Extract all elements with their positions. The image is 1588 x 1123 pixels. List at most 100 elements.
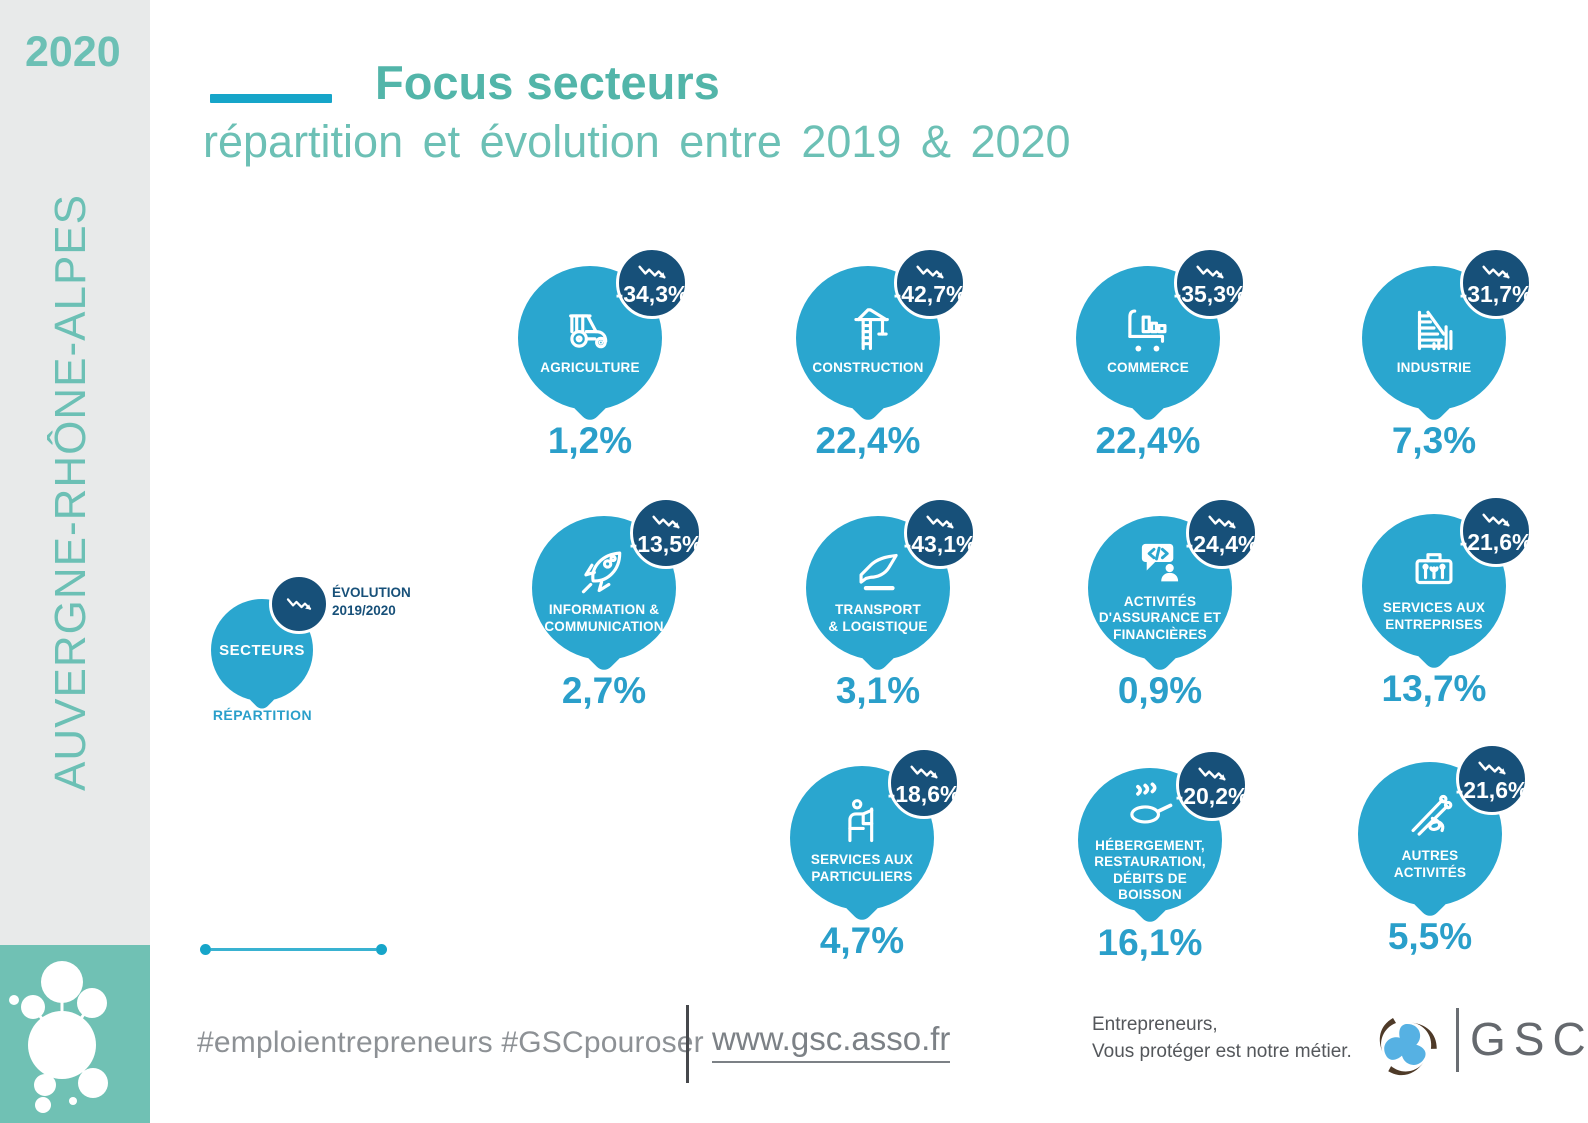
- repartition-value: 7,3%: [1391, 420, 1477, 461]
- sector-information-communication: INFORMATION & COMMUNICATION -13,5% 2,7%: [504, 460, 704, 725]
- toolbox-icon: [1405, 539, 1463, 597]
- airplane-icon: [849, 541, 907, 599]
- trend-down-icon: [286, 597, 312, 610]
- repartition-value: 22,4%: [1095, 420, 1201, 461]
- line-dot-right: [376, 943, 387, 955]
- sector-label: HÉBERGEMENT, RESTAURATION, DÉBITS DE BOI…: [1094, 838, 1206, 902]
- trend-down-icon: [1208, 515, 1236, 528]
- legend-evolution-label: ÉVOLUTION 2019/2020: [332, 585, 411, 619]
- page-subtitle: répartition et évolution entre 2019 & 20…: [203, 116, 1071, 167]
- evolution-badge: -21,6%: [1460, 495, 1532, 567]
- line-dot-left: [200, 943, 211, 955]
- sidebar: [0, 0, 150, 945]
- sector-label: INFORMATION & COMMUNICATION: [544, 602, 664, 634]
- evolution-badge: -20,2%: [1176, 749, 1248, 821]
- sector-label: SERVICES AUX PARTICULIERS: [810, 852, 914, 884]
- gsc-logo-text: GSC: [1470, 1013, 1588, 1065]
- footer-divider: [686, 1005, 689, 1083]
- page-title: Focus secteurs: [375, 56, 720, 109]
- trend-down-icon: [910, 765, 938, 778]
- evolution-value: -21,6%: [1459, 528, 1533, 555]
- sector-commerce: COMMERCE -35,3% 22,4%: [1048, 210, 1248, 475]
- repartition-value: 22,4%: [815, 420, 921, 461]
- trend-down-icon: [1478, 761, 1506, 774]
- legend-evolution-badge: [269, 574, 329, 634]
- hairdresser-icon: [833, 791, 891, 849]
- brand-square: [0, 945, 150, 1123]
- trend-down-icon: [638, 265, 666, 278]
- tagline-line1: Entrepreneurs,: [1092, 1014, 1218, 1035]
- needle-thread-icon: [1401, 787, 1459, 845]
- trend-down-icon: [652, 515, 680, 528]
- region-label: AUVERGNE-RHÔNE-ALPES: [46, 193, 95, 791]
- sector-services-entreprises: SERVICES AUX ENTREPRISES -21,6% 13,7%: [1334, 458, 1534, 723]
- evolution-badge: -21,6%: [1456, 743, 1528, 815]
- evolution-badge: -13,5%: [630, 497, 702, 569]
- sector-agriculture: AGRICULTURE -34,3% 1,2%: [490, 210, 690, 475]
- evolution-badge: -24,4%: [1186, 497, 1258, 569]
- evolution-badge: -42,7%: [894, 247, 966, 319]
- line-bar: [211, 947, 376, 951]
- repartition-value: 4,7%: [819, 920, 905, 961]
- evolution-value: -24,4%: [1185, 530, 1259, 557]
- sector-bubble: AUTRES ACTIVITÉS: [1358, 762, 1502, 906]
- repartition-value: 5,5%: [1387, 916, 1473, 957]
- chat-code-person-icon: [1131, 533, 1189, 591]
- sector-bubble: TRANSPORT & LOGISTIQUE: [806, 516, 950, 660]
- brand-tagline: Entrepreneurs, Vous protéger est notre m…: [1092, 1012, 1352, 1065]
- gsc-logo-divider: [1456, 1008, 1459, 1072]
- evolution-value: -13,5%: [629, 530, 703, 557]
- sector-label: INDUSTRIE: [1396, 360, 1472, 376]
- trend-down-icon: [916, 265, 944, 278]
- sector-transport-logistique: TRANSPORT & LOGISTIQUE -43,1% 3,1%: [778, 460, 978, 725]
- evolution-value: -21,6%: [1455, 776, 1529, 803]
- evolution-value: -18,6%: [887, 780, 961, 807]
- legend-bubble-label: SECTEURS: [219, 641, 305, 659]
- repartition-value: 13,7%: [1381, 668, 1487, 709]
- evolution-badge: -35,3%: [1174, 247, 1246, 319]
- sector-services-particuliers: SERVICES AUX PARTICULIERS -18,6% 4,7%: [762, 710, 962, 975]
- trend-down-icon: [1482, 265, 1510, 278]
- year-label: 2020: [25, 28, 121, 76]
- title-underline: [210, 94, 332, 103]
- evolution-value: -43,1%: [903, 530, 977, 557]
- sector-label: COMMERCE: [1107, 360, 1189, 376]
- tractor-icon: [561, 299, 619, 357]
- sector-label: AUTRES ACTIVITÉS: [1393, 848, 1467, 880]
- evolution-badge: -34,3%: [616, 247, 688, 319]
- evolution-value: -20,2%: [1175, 782, 1249, 809]
- sector-label: ACTIVITÉS D'ASSURANCE ET FINANCIÈRES: [1098, 594, 1222, 642]
- molecule-icon: [9, 961, 108, 1113]
- trend-down-icon: [926, 515, 954, 528]
- hashtags: #emploientrepreneurs #GSCpouroser: [197, 1026, 704, 1059]
- repartition-value: 0,9%: [1117, 670, 1203, 711]
- sector-bubble: HÉBERGEMENT, RESTAURATION, DÉBITS DE BOI…: [1078, 768, 1222, 912]
- evolution-badge: -31,7%: [1460, 247, 1532, 319]
- trend-down-icon: [1198, 767, 1226, 780]
- legend-repartition-label: RÉPARTITION: [212, 707, 313, 723]
- sector-label: TRANSPORT & LOGISTIQUE: [828, 602, 928, 634]
- gsc-pinwheel-icon: [1379, 1018, 1437, 1076]
- trend-down-icon: [1482, 513, 1510, 526]
- sector-label: AGRICULTURE: [540, 360, 640, 376]
- website-link[interactable]: www.gsc.asso.fr: [712, 1020, 951, 1063]
- factory-icon: [1405, 299, 1463, 357]
- evolution-value: -42,7%: [893, 280, 967, 307]
- sector-label: CONSTRUCTION: [812, 360, 924, 376]
- sector-label: SERVICES AUX ENTREPRISES: [1382, 600, 1486, 632]
- rocket-icon: [575, 541, 633, 599]
- sector-autres-activites: AUTRES ACTIVITÉS -21,6% 5,5%: [1330, 706, 1530, 971]
- evolution-value: -34,3%: [615, 280, 689, 307]
- frying-pan-icon: [1121, 777, 1179, 835]
- repartition-value: 1,2%: [547, 420, 633, 461]
- accent-line: [200, 943, 387, 955]
- sector-bubble: INFORMATION & COMMUNICATION: [532, 516, 676, 660]
- tagline-line2: Vous protéger est notre métier.: [1092, 1040, 1352, 1062]
- sector-hebergement-restauration: HÉBERGEMENT, RESTAURATION, DÉBITS DE BOI…: [1050, 712, 1250, 977]
- sector-industrie: INDUSTRIE -31,7% 7,3%: [1334, 210, 1534, 475]
- evolution-badge: -18,6%: [888, 747, 960, 819]
- trend-down-icon: [1196, 265, 1224, 278]
- sector-construction: CONSTRUCTION -42,7% 22,4%: [768, 210, 968, 475]
- repartition-value: 3,1%: [835, 670, 921, 711]
